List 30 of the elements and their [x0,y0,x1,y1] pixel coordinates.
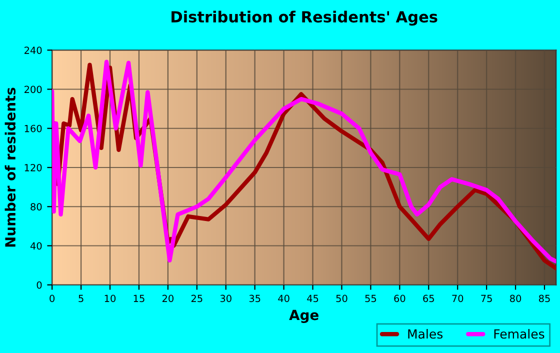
x-axis-title: Age [289,310,318,323]
x-tick-label: 35 [249,294,260,302]
x-tick-label: 20 [162,294,174,302]
x-tick-label: 40 [278,294,290,302]
x-tick-label: 75 [481,294,492,302]
y-tick-label: 240 [24,46,42,54]
x-tick-label: 30 [220,294,232,302]
y-tick-label: 120 [24,164,42,172]
y-axis-title: Number of residents [4,88,16,247]
x-tick-label: 50 [336,294,348,302]
legend-label: Males [408,328,443,339]
y-tick-label: 80 [30,203,42,210]
y-tick-label: 0 [36,281,42,289]
x-tick-label: 15 [134,294,144,302]
legend-label: Females [494,328,544,339]
y-tick-label: 40 [30,242,42,250]
x-tick-label: 5 [78,294,84,302]
y-tick-label: 160 [24,124,42,132]
x-tick-label: 80 [510,294,522,302]
y-tick-label: 200 [24,86,42,94]
x-tick-label: 70 [452,294,464,302]
x-tick-label: 25 [191,294,202,302]
x-tick-label: 85 [538,294,550,302]
chart-title: Distribution of Residents' Ages [172,10,438,26]
x-tick-label: 65 [423,294,434,302]
x-tick-label: 55 [365,294,376,302]
x-tick-label: 10 [104,294,116,302]
x-tick-label: 0 [50,294,55,302]
x-tick-label: 60 [394,294,406,302]
x-tick-label: 45 [307,294,318,302]
